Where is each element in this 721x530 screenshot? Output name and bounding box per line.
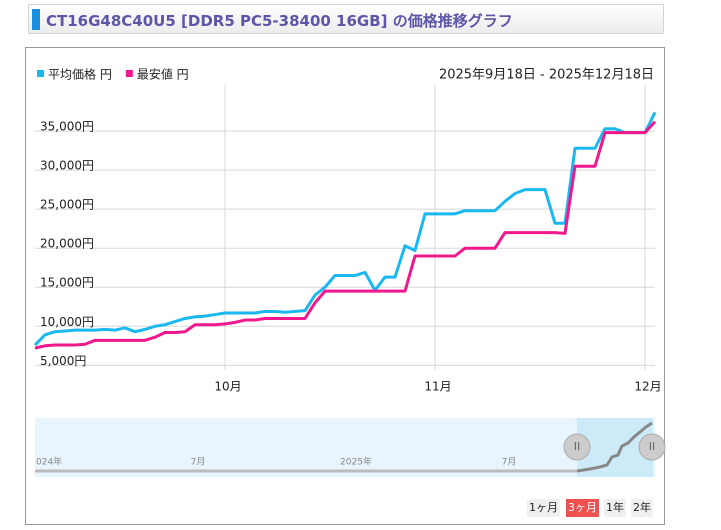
x-tick-label: 11月 — [424, 380, 451, 394]
x-tick-label: 12月 — [634, 380, 661, 394]
legend-label: 平均価格 円 — [48, 67, 112, 82]
y-tick-label: 10,000円 — [40, 315, 94, 329]
x-tick-label: 10月 — [214, 380, 241, 394]
y-tick-label: 35,000円 — [40, 120, 94, 134]
date-range: 2025年9月18日 - 2025年12月18日 — [439, 68, 654, 83]
navigator-handle[interactable] — [563, 433, 591, 461]
y-tick-label: 20,000円 — [40, 237, 94, 251]
legend-swatch — [37, 70, 44, 77]
legend-swatch — [125, 70, 133, 77]
y-tick-label: 15,000円 — [40, 276, 94, 290]
range-button[interactable]: 1年 — [604, 499, 626, 517]
navigator-line — [576, 421, 653, 473]
range-button[interactable]: 2年 — [631, 499, 653, 517]
price-line — [34, 120, 657, 350]
handle-grip: II — [574, 440, 581, 453]
chart-frame — [25, 47, 665, 525]
header-marker — [32, 9, 40, 30]
navigator-label: 7月 — [502, 457, 517, 468]
handle-grip: II — [649, 440, 656, 453]
y-tick-label: 5,000円 — [40, 354, 86, 368]
chart-title: CT16G48C40U5 [DDR5 PC5-38400 16GB] の価格推移… — [46, 12, 513, 30]
navigator-label: 024年 — [36, 456, 62, 468]
navigator-handle[interactable] — [638, 433, 666, 461]
range-button[interactable]: 3ヶ月 — [566, 499, 599, 517]
y-tick-label: 30,000円 — [40, 159, 94, 173]
legend-label: 最安値 円 — [137, 67, 189, 82]
price-line — [33, 111, 657, 347]
header: CT16G48C40U5 [DDR5 PC5-38400 16GB] の価格推移… — [28, 4, 664, 34]
navigator — [35, 418, 655, 477]
navigator-label: 7月 — [191, 457, 206, 468]
range-button[interactable]: 1ヶ月 — [527, 499, 560, 517]
navigator-label: 2025年 — [340, 456, 372, 468]
y-tick-label: 25,000円 — [40, 198, 94, 212]
